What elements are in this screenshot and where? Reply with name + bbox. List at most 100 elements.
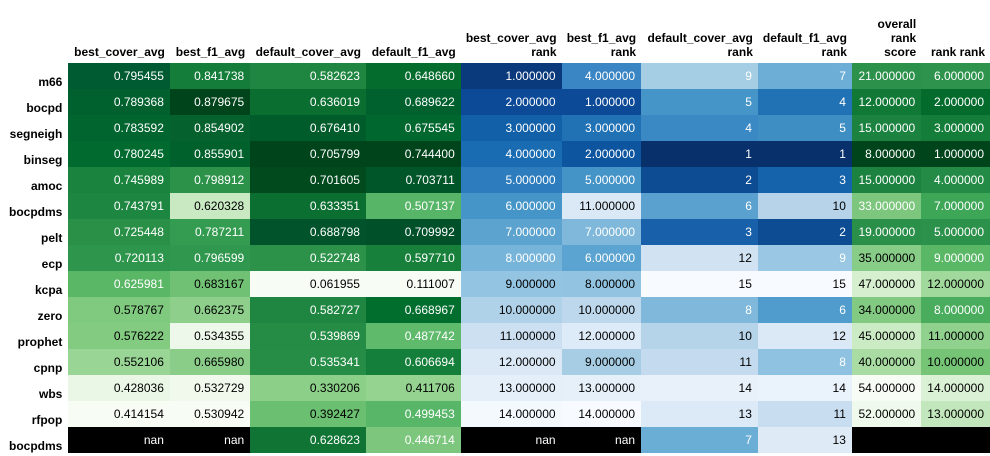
table-cell: 0.688798 xyxy=(250,219,366,245)
table-cell: 5.000000 xyxy=(561,167,642,193)
table-cell: 0.633351 xyxy=(250,193,366,219)
table-cell: 7.000000 xyxy=(460,219,562,245)
table-cell: 0.855901 xyxy=(169,141,251,167)
table-cell: 0.414154 xyxy=(68,401,170,427)
row-label: cpnp xyxy=(33,361,63,375)
table-row: pelt 0.725448 0.787211 0.688798 0.709992 7.00… xyxy=(4,219,990,245)
table-cell: 7 xyxy=(757,63,852,89)
table-cell: 15 xyxy=(757,271,852,297)
table-row: bocpdms nan nan 0.628623 0.446714 nan nan 7 13 xyxy=(4,427,990,453)
table-cell: 0.507137 xyxy=(365,193,461,219)
table-cell: 4.000000 xyxy=(460,141,562,167)
table-cell: 0.582727 xyxy=(250,297,366,323)
table-row: binseg 0.780245 0.855901 0.705799 0.744400 4.… xyxy=(4,141,990,167)
table-cell: 13 xyxy=(757,427,852,453)
table-cell: 0.648660 xyxy=(365,63,461,89)
table-cell: 0.582623 xyxy=(250,63,366,89)
table-cell: 3.000000 xyxy=(460,115,562,141)
table-cell: 1 xyxy=(757,141,852,167)
row-label: pelt xyxy=(41,231,63,245)
table-cell: nan xyxy=(460,427,562,453)
table-cell: 3 xyxy=(757,167,852,193)
table-cell: 10.000000 xyxy=(921,349,990,375)
table-cell: 0.745989 xyxy=(68,167,170,193)
table-cell: 14.000000 xyxy=(460,401,562,427)
table-cell: 0.743791 xyxy=(68,193,170,219)
table-cell: 8.000000 xyxy=(851,141,922,167)
table-cell: 0.665980 xyxy=(169,349,251,375)
table-cell: 33.000000 xyxy=(851,193,922,219)
table-cell: 0.522748 xyxy=(250,245,366,271)
table-row: ecp 0.720113 0.796599 0.522748 0.597710 8.000… xyxy=(4,245,990,271)
table-row: zero 0.578767 0.662375 0.582727 0.668967 10.0… xyxy=(4,297,990,323)
table-cell: 11.000000 xyxy=(460,323,562,349)
table-cell: 12.000000 xyxy=(921,271,990,297)
table-cell: 5 xyxy=(641,89,758,115)
column-header[interactable]: best_cover_avg xyxy=(74,45,165,59)
column-header[interactable]: default_f1_avg rank xyxy=(762,31,847,59)
row-label: amoc xyxy=(30,179,63,193)
table-cell: 4 xyxy=(641,115,758,141)
table-cell: 9 xyxy=(641,63,758,89)
table-cell: 0.530942 xyxy=(169,401,251,427)
table-cell: 0.675545 xyxy=(365,115,461,141)
column-header[interactable]: default_cover_avg rank xyxy=(647,31,753,59)
table-cell: 12 xyxy=(757,323,852,349)
table-cell: 0.668967 xyxy=(365,297,461,323)
table-cell: 0.798912 xyxy=(169,167,251,193)
table-row: wbs 0.428036 0.532729 0.330206 0.411706 13.00… xyxy=(4,375,990,401)
column-header[interactable]: best_f1_avg rank xyxy=(566,31,637,59)
column-header[interactable]: default_cover_avg xyxy=(255,45,361,59)
row-label: zero xyxy=(37,309,63,323)
table-cell: 0.796599 xyxy=(169,245,251,271)
column-header[interactable]: default_f1_avg xyxy=(371,45,456,59)
table-cell: 0.411706 xyxy=(365,375,461,401)
table-row: amoc 0.745989 0.798912 0.701605 0.703711 5.00… xyxy=(4,167,990,193)
table-cell: 8 xyxy=(641,297,758,323)
column-header[interactable]: best_cover_avg rank xyxy=(465,31,557,59)
table-cell: 0.725448 xyxy=(68,219,170,245)
table-cell: 6.000000 xyxy=(921,63,990,89)
table-cell: 8 xyxy=(757,349,852,375)
table-cell: 14.000000 xyxy=(561,401,642,427)
table-cell: 0.705799 xyxy=(250,141,366,167)
column-header[interactable]: rank rank xyxy=(930,45,985,59)
table-cell: 3.000000 xyxy=(561,115,642,141)
table-cell: 0.111007 xyxy=(365,271,461,297)
table-cell: 13.000000 xyxy=(561,375,642,401)
table-cell: 11 xyxy=(757,401,852,427)
table-cell: 0.061955 xyxy=(250,271,366,297)
table-cell: 0.689622 xyxy=(365,89,461,115)
column-header[interactable]: overall rank score xyxy=(877,17,917,59)
table-cell: 0.606694 xyxy=(365,349,461,375)
table-cell: 0.636019 xyxy=(250,89,366,115)
table-cell: 5.000000 xyxy=(921,219,990,245)
table-cell: 13 xyxy=(641,401,758,427)
row-label: bocpdms xyxy=(9,439,63,453)
table-cell: 6.000000 xyxy=(460,193,562,219)
row-label: bocpdms xyxy=(9,205,63,219)
table-cell: 10 xyxy=(757,193,852,219)
table-cell: 15.000000 xyxy=(851,167,922,193)
table-cell: 40.000000 xyxy=(851,349,922,375)
row-label: wbs xyxy=(39,387,63,401)
table-cell: 12 xyxy=(641,245,758,271)
column-header[interactable]: best_f1_avg xyxy=(175,45,246,59)
table-cell: 0.709992 xyxy=(365,219,461,245)
table-cell: 9.000000 xyxy=(561,349,642,375)
table-cell: 5 xyxy=(757,115,852,141)
table-cell: 45.000000 xyxy=(851,323,922,349)
table-row: cpnp 0.552106 0.665980 0.535341 0.606694 12.0… xyxy=(4,349,990,375)
row-label: ecp xyxy=(41,257,63,271)
table-cell: 4.000000 xyxy=(921,167,990,193)
table-cell xyxy=(921,427,990,453)
table-cell: 6 xyxy=(641,193,758,219)
table-cell: 0.539869 xyxy=(250,323,366,349)
table-cell: 8.000000 xyxy=(460,245,562,271)
table-cell: 0.683167 xyxy=(169,271,251,297)
table-row: prophet 0.576222 0.534355 0.539869 0.487742 1… xyxy=(4,323,990,349)
table-cell: 1.000000 xyxy=(561,89,642,115)
table-cell: 0.628623 xyxy=(250,427,366,453)
header-row: best_cover_avg best_f1_avg default_cover_a… xyxy=(4,8,990,63)
table-cell: 0.676410 xyxy=(250,115,366,141)
